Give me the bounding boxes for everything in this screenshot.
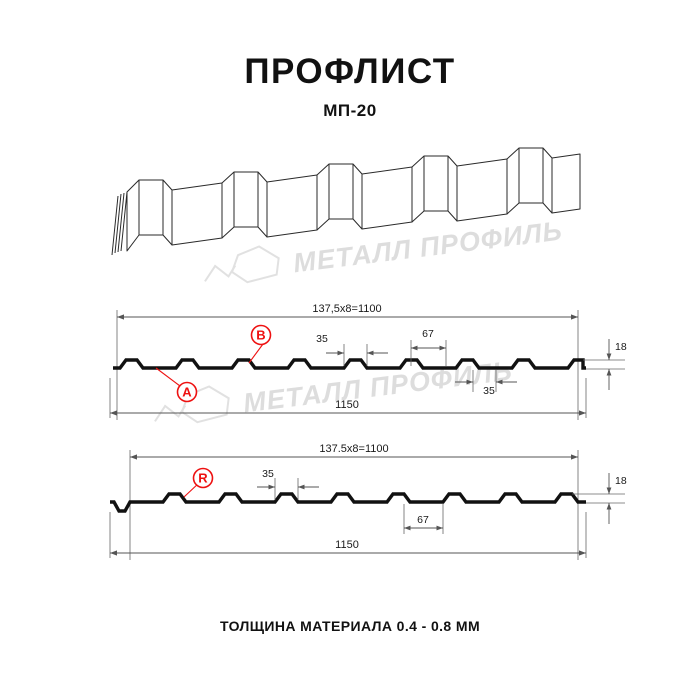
dimension-top-pitch-label: 137.5x8=1100 [319, 443, 388, 455]
dimension-total-width-bottom-label: 1150 [335, 539, 359, 551]
watermark-logo-icon [230, 245, 280, 284]
extension-lines [109, 310, 587, 420]
dimension-rib-top: 35 [316, 333, 388, 366]
profile-outline-top [113, 358, 586, 370]
marker-a: A [155, 367, 198, 403]
marker-r-label: R [198, 471, 208, 486]
dimension-top-pitch: 137,5x8=1100 [117, 303, 578, 320]
dimension-rib-width: 67 [403, 504, 444, 534]
dimension-top-pitch-label: 137,5x8=1100 [312, 303, 381, 315]
dimension-height-bottom-label: 18 [615, 475, 627, 487]
section-bottom: 137.5x8=1100 R 35 67 [109, 443, 627, 560]
dimension-total-width-top: 1150 [110, 399, 586, 416]
marker-b: B [248, 324, 272, 364]
dimension-rib-top: 35 [257, 468, 319, 500]
dimension-top-pitch: 137.5x8=1100 [130, 443, 578, 460]
dimension-rib-bottom: 35 [455, 370, 517, 397]
dimension-total-width-top-label: 1150 [335, 399, 359, 411]
profile-outline-bottom [110, 492, 586, 513]
corrugation-cells [126, 147, 581, 252]
watermark-label: МЕТАЛЛ ПРОФИЛЬ [292, 216, 565, 279]
marker-r: R [183, 467, 214, 498]
dimension-total-width-bottom: 1150 [110, 539, 586, 556]
dimension-height-top: 18 [583, 339, 627, 390]
profiled-sheet-3d-view [111, 147, 581, 256]
watermark-zigzag-icon [204, 264, 237, 282]
dimension-height-bottom: 18 [572, 473, 627, 524]
dimension-rib-top-label: 35 [262, 468, 274, 480]
marker-a-label: A [182, 385, 192, 400]
watermark-zigzag-icon [154, 404, 187, 422]
dimension-height-top-label: 18 [615, 341, 627, 353]
dimension-rib-width-label: 67 [417, 514, 429, 526]
dimension-rib-top-label: 35 [316, 333, 328, 345]
dimension-rib-width-label: 67 [422, 328, 434, 340]
dimension-rib-bottom-label: 35 [483, 385, 495, 397]
section-top: 137,5x8=1100 A B 35 [109, 303, 627, 420]
marker-b-label: B [256, 328, 265, 343]
dimension-rib-width: 67 [410, 328, 447, 366]
